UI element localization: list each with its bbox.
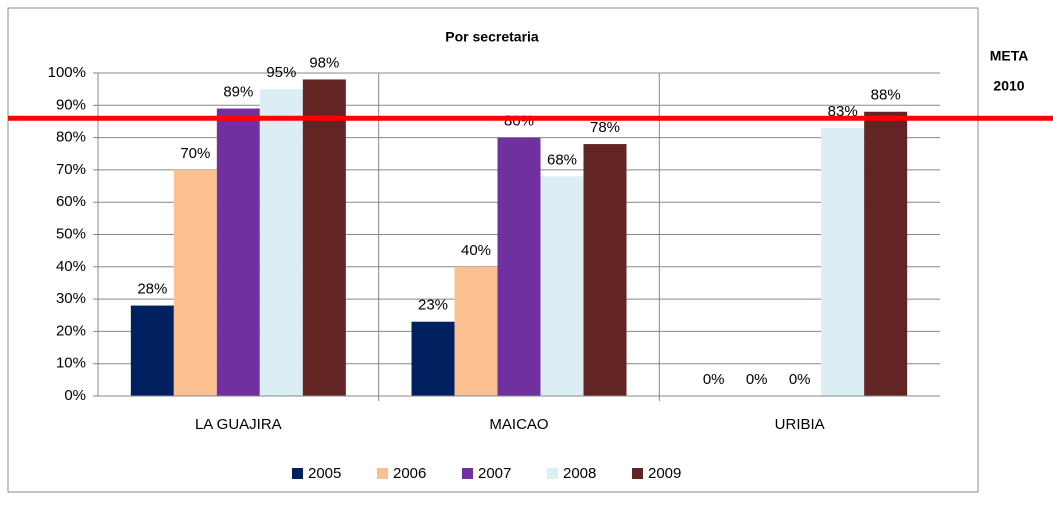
value-label: 0% <box>789 371 811 388</box>
bar <box>583 144 627 396</box>
value-label: 95% <box>266 64 296 81</box>
legend-swatch <box>632 468 643 479</box>
y-tick-label: 20% <box>56 322 86 339</box>
y-tick-label: 60% <box>56 193 86 210</box>
y-tick-label: 50% <box>56 225 86 242</box>
y-tick-label: 40% <box>56 258 86 275</box>
value-label: 0% <box>746 371 768 388</box>
legend-label: 2008 <box>563 465 596 482</box>
value-label: 83% <box>828 103 858 120</box>
value-label: 23% <box>418 297 448 314</box>
legend-label: 2009 <box>648 465 681 482</box>
legend-label: 2007 <box>478 465 511 482</box>
y-tick-label: 0% <box>64 387 86 404</box>
value-label: 68% <box>547 151 577 168</box>
y-tick-label: 30% <box>56 290 86 307</box>
y-tick-label: 70% <box>56 161 86 178</box>
bar <box>497 137 541 396</box>
value-label: 40% <box>461 242 491 259</box>
legend-label: 2006 <box>393 465 426 482</box>
y-tick-label: 80% <box>56 129 86 146</box>
target-label: 2010 <box>993 78 1024 94</box>
bar <box>173 169 217 396</box>
bar <box>411 321 455 396</box>
bar <box>259 89 303 397</box>
bar <box>216 108 260 396</box>
x-tick-label: URIBIA <box>775 416 825 433</box>
chart-title: Por secretaria <box>445 29 539 45</box>
value-label: 78% <box>590 119 620 136</box>
value-label: 88% <box>871 87 901 104</box>
value-label: 80% <box>504 113 534 130</box>
value-label: 89% <box>223 83 253 100</box>
y-tick-label: 90% <box>56 96 86 113</box>
bar <box>821 127 865 396</box>
value-label: 28% <box>137 281 167 298</box>
legend-swatch <box>377 468 388 479</box>
x-tick-label: LA GUAJIRA <box>195 416 282 433</box>
x-tick-label: MAICAO <box>489 416 548 433</box>
y-tick-label: 100% <box>48 64 86 81</box>
bar <box>540 176 584 396</box>
legend-swatch <box>462 468 473 479</box>
legend-label: 2005 <box>308 465 341 482</box>
legend-swatch <box>547 468 558 479</box>
value-label: 98% <box>309 54 339 71</box>
bar <box>454 266 498 396</box>
value-label: 70% <box>180 145 210 162</box>
bar <box>864 111 908 396</box>
value-label: 0% <box>703 371 725 388</box>
bar <box>130 305 174 396</box>
target-label: META <box>990 48 1029 64</box>
y-tick-label: 10% <box>56 355 86 372</box>
legend-swatch <box>292 468 303 479</box>
chart-frame <box>7 7 979 493</box>
bar <box>302 79 346 397</box>
